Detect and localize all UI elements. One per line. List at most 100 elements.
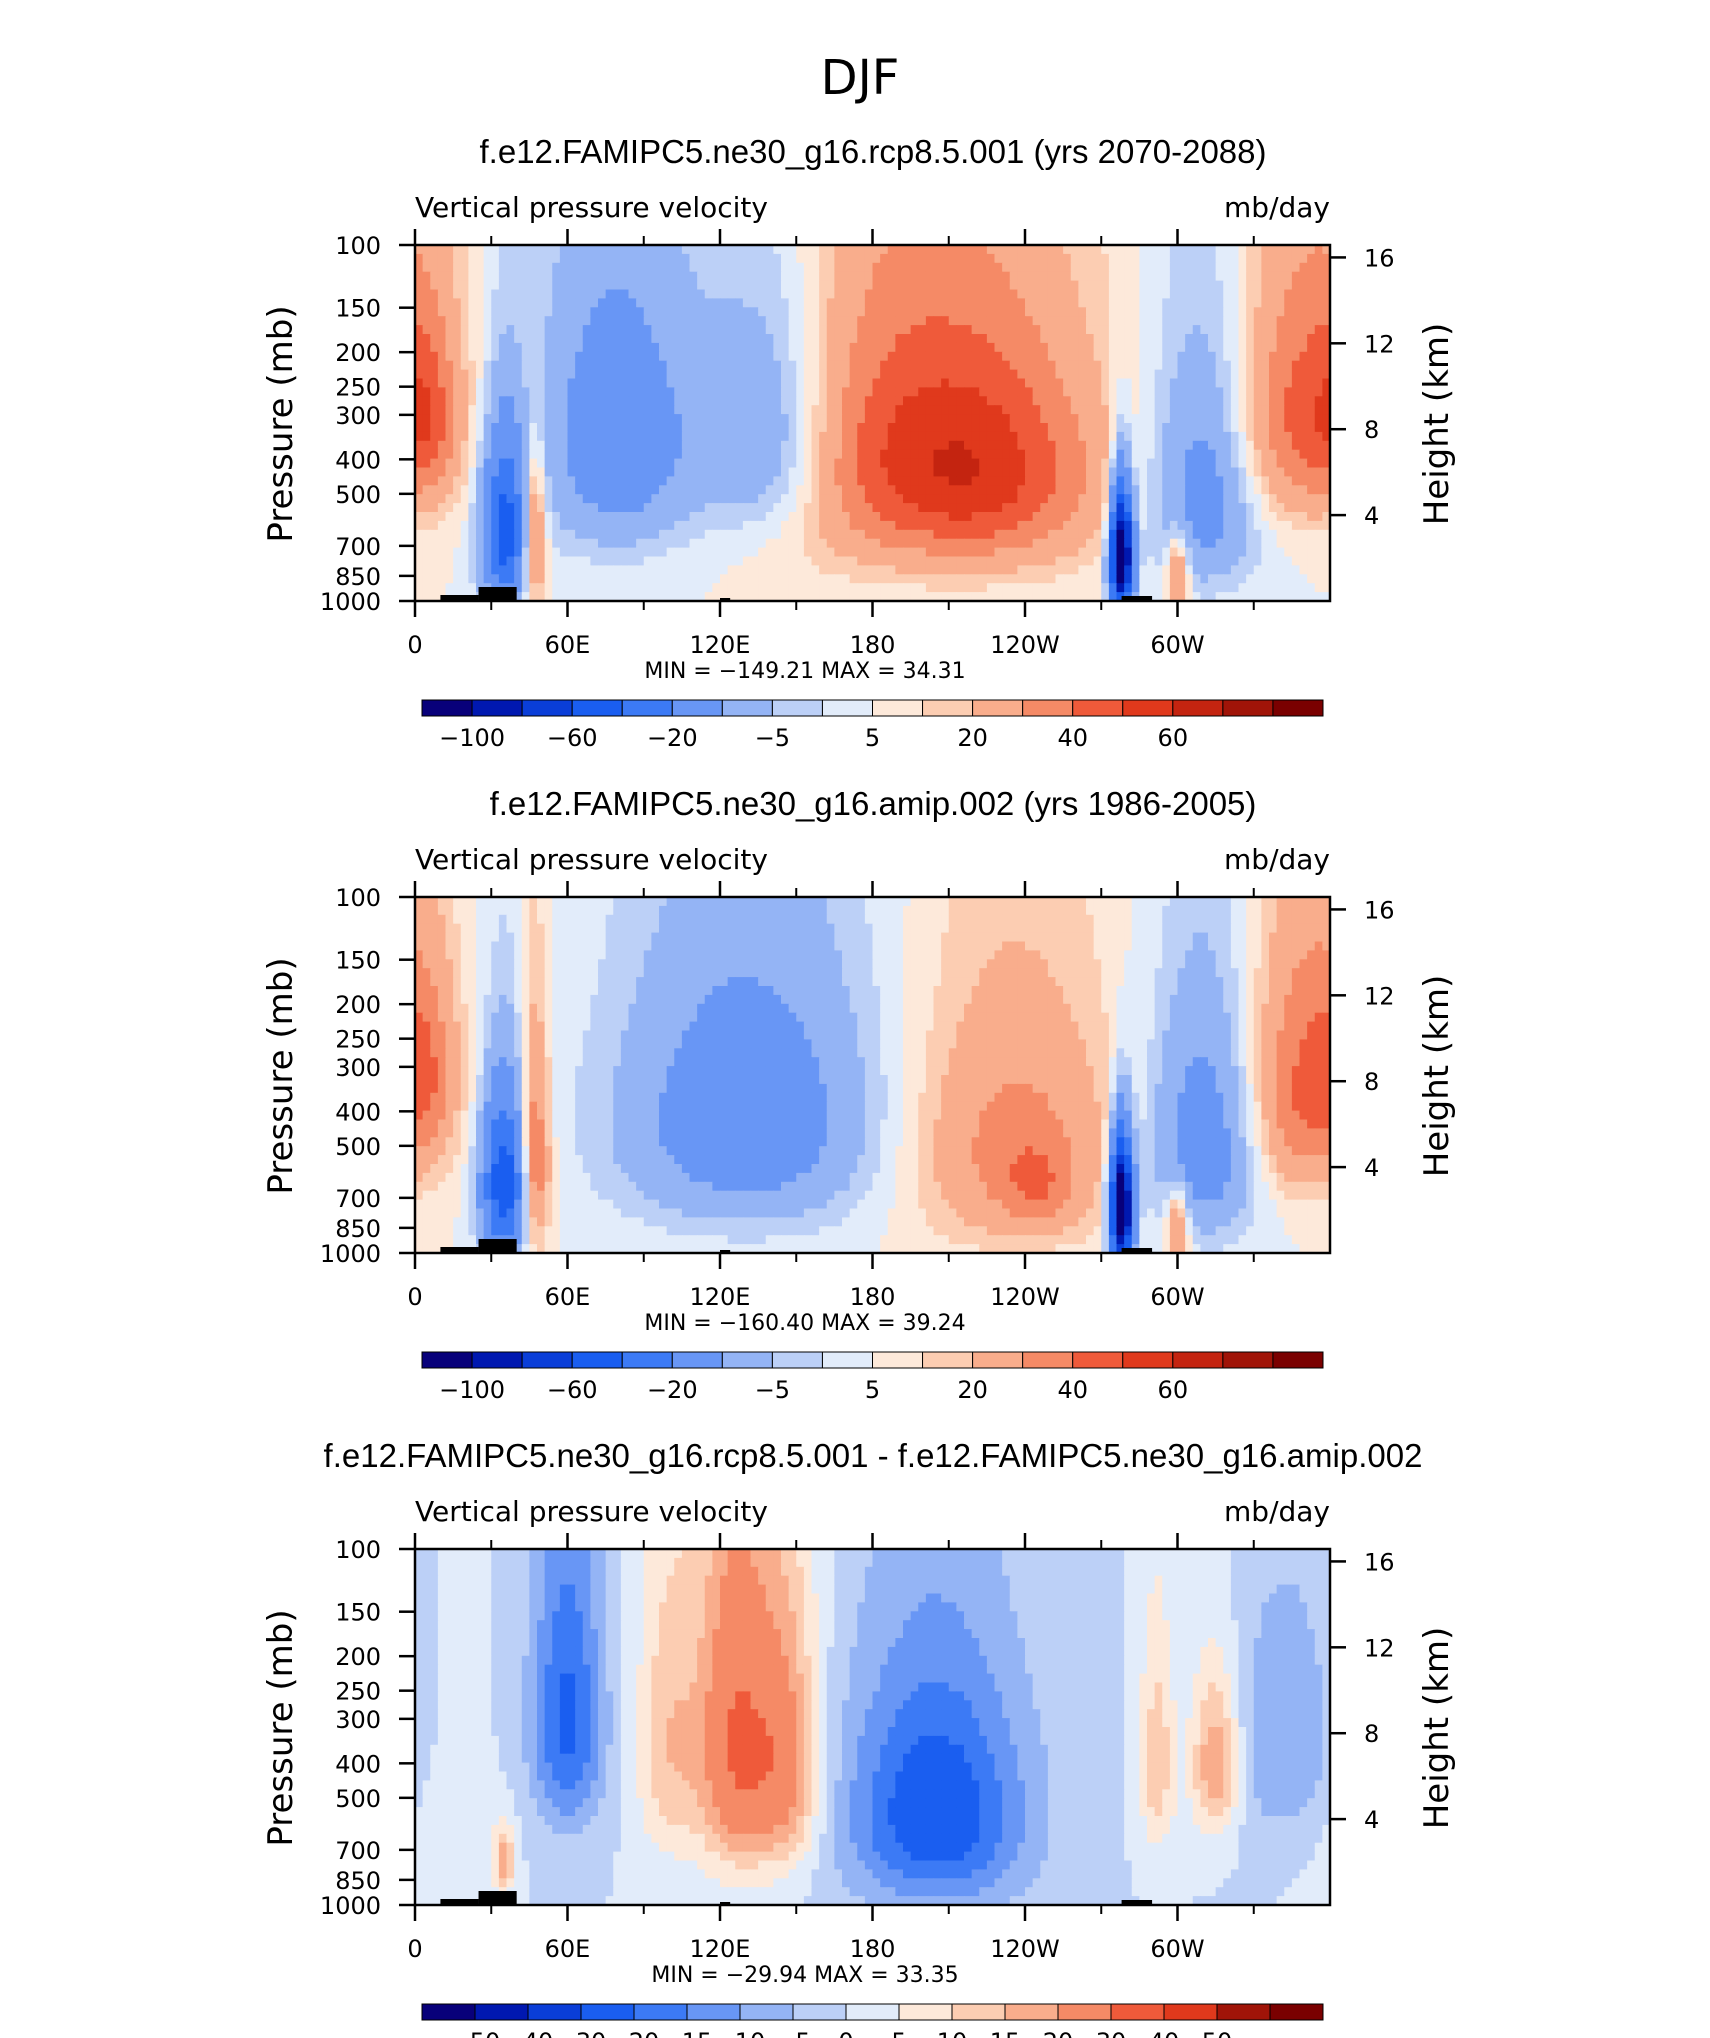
contour-cell (1284, 431, 1293, 442)
contour-cell (415, 592, 424, 602)
contour-cell (498, 316, 508, 326)
contour-cell (1284, 512, 1293, 522)
contour-cell (1017, 271, 1026, 282)
contour-cell (590, 512, 599, 522)
contour-cell (415, 245, 424, 255)
contour-cell (544, 360, 553, 371)
contour-cell (1185, 334, 1194, 344)
contour-cell (1230, 298, 1240, 308)
contour-cell (514, 538, 523, 549)
contour-cell (1169, 334, 1179, 344)
contour-cell (1017, 494, 1026, 504)
contour-cell (1230, 485, 1240, 495)
contour-cell (727, 262, 736, 273)
contour-cell (887, 342, 896, 353)
colorbar-swatch (1172, 699, 1224, 717)
contour-cell (575, 556, 584, 566)
contour-cell (727, 298, 736, 308)
contour-cell (727, 467, 736, 477)
contour-cell (1208, 262, 1217, 273)
contour-cell (1078, 387, 1087, 397)
contour-cell (1177, 449, 1186, 460)
contour-cell (697, 485, 706, 495)
contour-cell (1230, 369, 1240, 380)
contour-cell (803, 307, 813, 317)
contour-cell (727, 449, 736, 460)
contour-cell (1246, 458, 1255, 469)
contour-cell (1070, 298, 1079, 308)
contour-cell (1276, 583, 1285, 593)
contour-cell (781, 396, 790, 406)
contour-cell (422, 458, 431, 469)
contour-cell (628, 423, 637, 433)
contour-cell (697, 289, 706, 299)
contour-cell (521, 556, 530, 566)
contour-cell (422, 520, 431, 531)
contour-cell (788, 271, 797, 282)
contour-cell (1246, 431, 1255, 442)
contour-cell (1276, 592, 1285, 602)
contour-cell (453, 440, 462, 451)
contour-cell (1169, 538, 1179, 549)
contour-cell (1086, 423, 1095, 433)
contour-cell (582, 316, 591, 326)
contour-cell (1307, 440, 1316, 451)
contour-cell (1307, 538, 1316, 549)
contour-cell (476, 262, 485, 273)
contour-cell (819, 325, 828, 335)
contour-cell (1131, 245, 1140, 255)
contour-cell (1192, 262, 1201, 273)
contour-cell (933, 360, 942, 371)
contour-cell (1009, 520, 1018, 531)
contour-cell (1269, 556, 1278, 566)
contour-cell (1040, 574, 1049, 584)
contour-cell (887, 538, 896, 549)
contour-cell (1192, 556, 1201, 566)
contour-cell (636, 547, 645, 558)
contour-cell (453, 494, 462, 504)
contour-cell (651, 369, 660, 380)
contour-cell (1314, 378, 1323, 388)
contour-cell (925, 440, 935, 451)
contour-cell (651, 262, 660, 273)
contour-cell (422, 245, 431, 255)
contour-cell (1078, 414, 1087, 424)
contour-cell (1032, 369, 1041, 380)
contour-cell (1147, 325, 1156, 335)
contour-cell (1261, 396, 1270, 406)
contour-cell (506, 449, 515, 460)
contour-cell (826, 485, 835, 495)
contour-cell (1009, 396, 1018, 406)
contour-cell (925, 503, 935, 513)
contour-cell (1200, 449, 1209, 460)
contour-cell (1040, 565, 1049, 575)
contour-cell (483, 351, 492, 362)
contour-cell (1238, 529, 1247, 540)
contour-cell (537, 897, 546, 907)
contour-cell (1101, 360, 1110, 371)
contour-cell (445, 556, 454, 566)
contour-cell (1131, 325, 1140, 335)
contour-cell (903, 245, 912, 255)
contour-cell (1276, 574, 1285, 584)
contour-cell (544, 547, 553, 558)
contour-cell (796, 431, 805, 442)
contour-cell (1215, 440, 1224, 451)
contour-cell (1223, 271, 1232, 282)
contour-cell (506, 316, 515, 326)
contour-cell (872, 369, 881, 380)
contour-cell (819, 467, 828, 477)
contour-cell (1093, 467, 1102, 477)
contour-cell (613, 494, 622, 504)
contour-cell (1154, 262, 1163, 273)
contour-cell (864, 467, 874, 477)
contour-cell (651, 467, 660, 477)
contour-cell (864, 351, 874, 362)
contour-cell (1078, 485, 1087, 495)
contour-cell (1276, 467, 1285, 477)
contour-cell (1009, 476, 1018, 486)
contour-cell (445, 387, 454, 397)
contour-cell (834, 520, 843, 531)
contour-cell (1269, 405, 1278, 415)
contour-cell (956, 503, 965, 513)
